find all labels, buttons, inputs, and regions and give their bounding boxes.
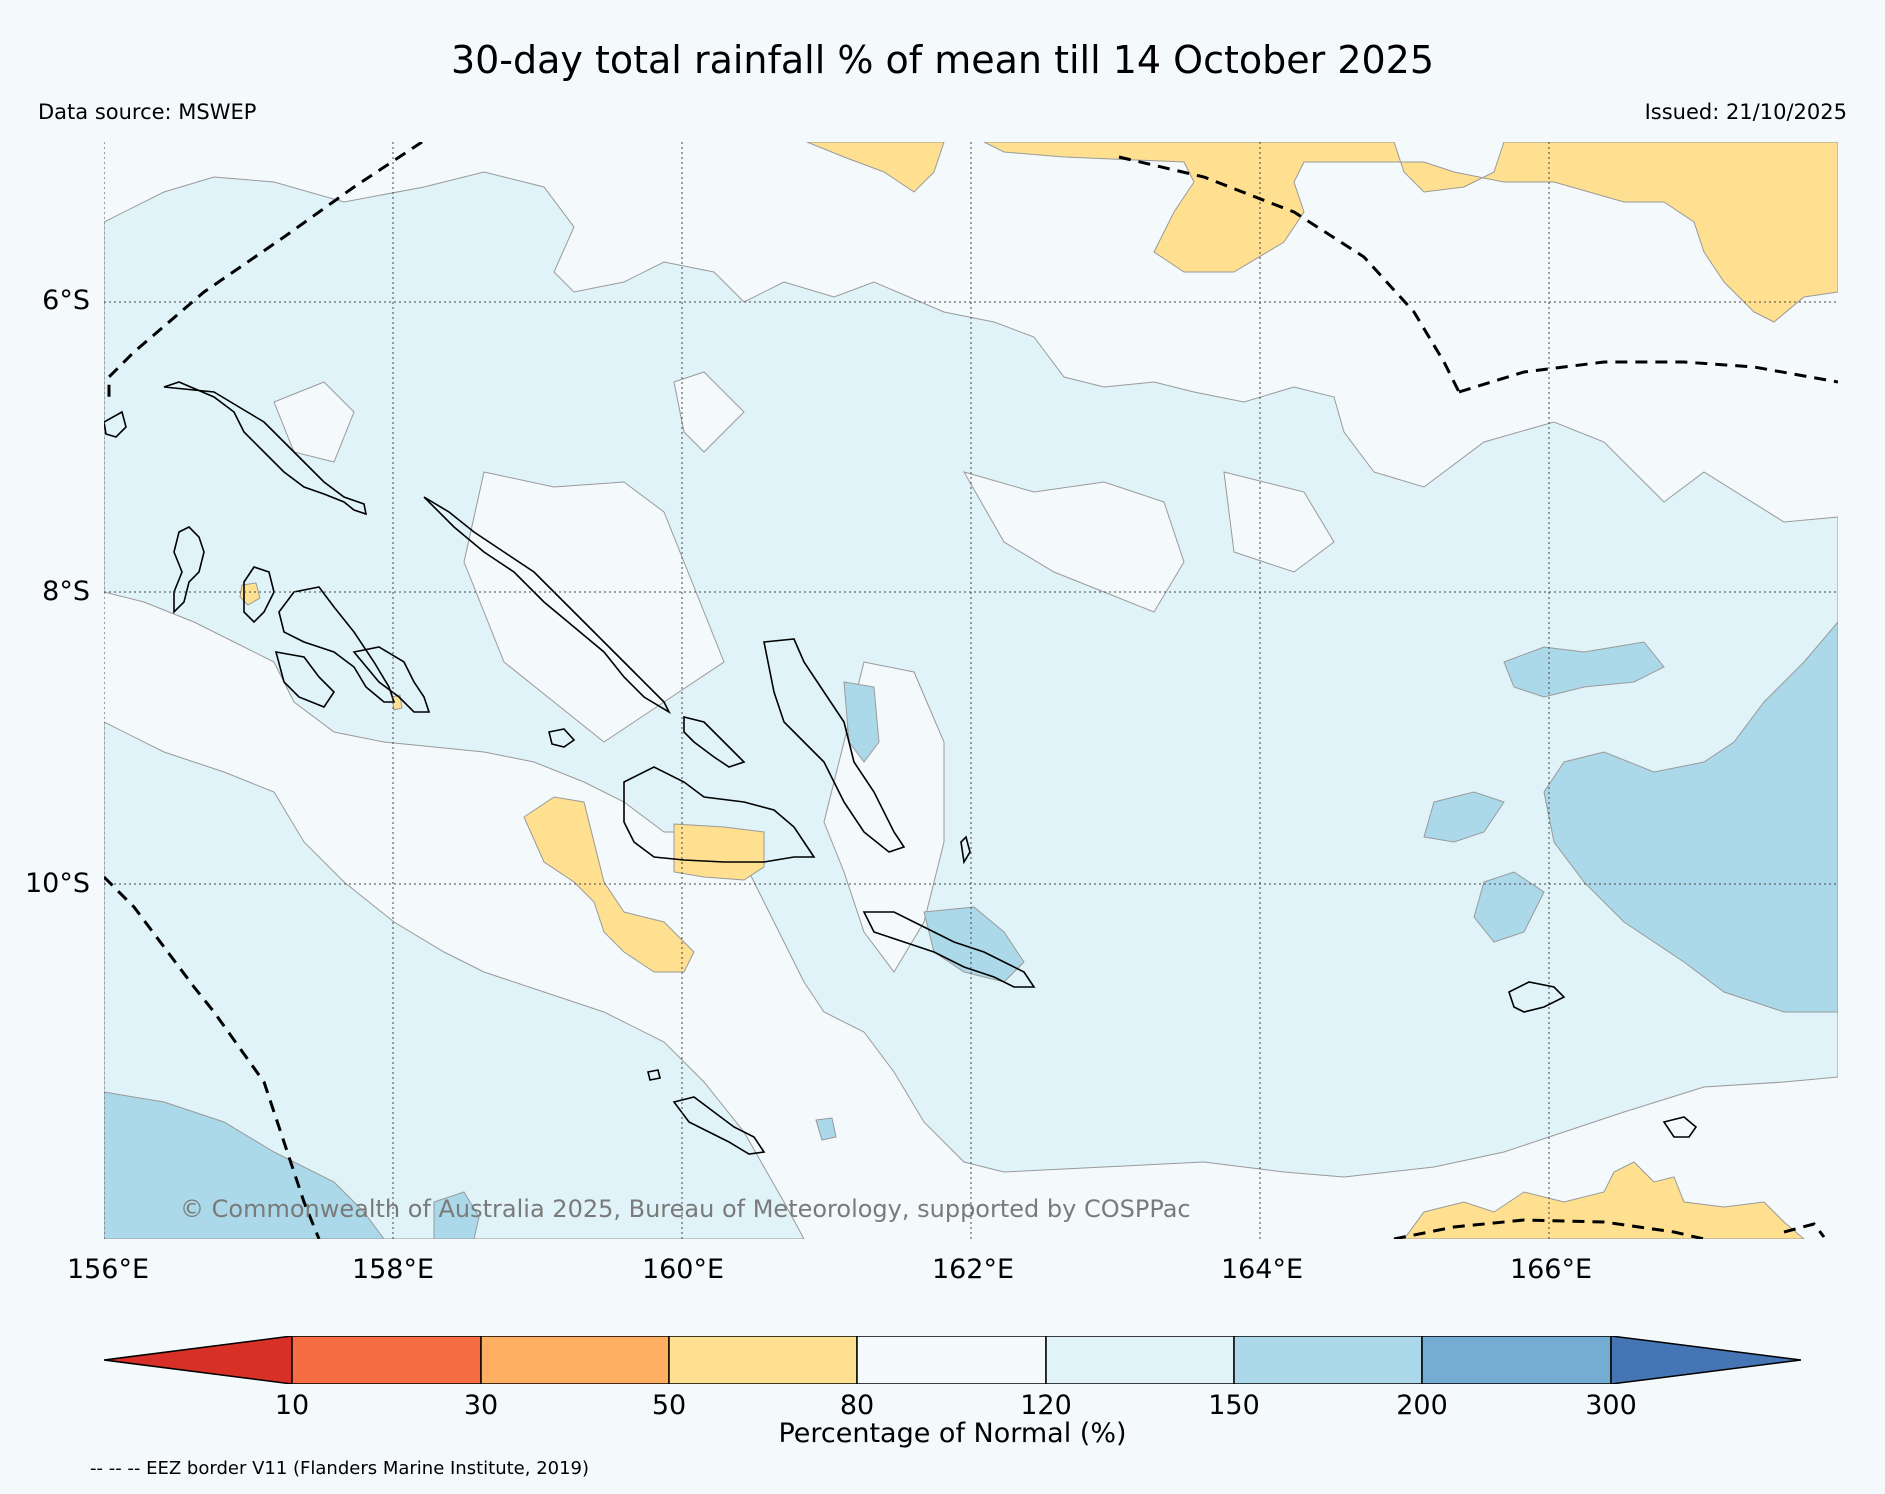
lat-label: 6°S (0, 285, 90, 316)
lon-label: 156°E (38, 1254, 178, 1285)
colorbar-tick: 120 (1001, 1390, 1091, 1421)
colorbar-segment (1611, 1336, 1801, 1384)
lon-label: 162°E (903, 1254, 1043, 1285)
colorbar-segment (1046, 1336, 1234, 1384)
lon-label: 166°E (1481, 1254, 1621, 1285)
colorbar-segment (481, 1336, 669, 1384)
colorbar-segment (292, 1336, 481, 1384)
colorbar-segment (1234, 1336, 1422, 1384)
lon-label: 158°E (323, 1254, 463, 1285)
lat-label: 10°S (0, 868, 90, 899)
issued-date-label: Issued: 21/10/2025 (1645, 100, 1847, 124)
map-title: 30-day total rainfall % of mean till 14 … (0, 38, 1885, 82)
colorbar-title: Percentage of Normal (%) (0, 1418, 1885, 1449)
region-50-80 (674, 824, 764, 880)
data-source-label: Data source: MSWEP (38, 100, 256, 124)
colorbar-segment (1422, 1336, 1611, 1384)
colorbar (104, 1336, 1801, 1384)
colorbar-segment (857, 1336, 1046, 1384)
colorbar-tick: 50 (624, 1390, 714, 1421)
eez-legend-note: -- -- -- EEZ border V11 (Flanders Marine… (90, 1458, 589, 1479)
colorbar-segment (104, 1336, 292, 1384)
lon-label: 160°E (613, 1254, 753, 1285)
rainfall-map (104, 142, 1838, 1239)
colorbar-tick: 150 (1189, 1390, 1279, 1421)
colorbar-tick: 30 (436, 1390, 526, 1421)
lon-label: 164°E (1192, 1254, 1332, 1285)
colorbar-tick: 300 (1566, 1390, 1656, 1421)
copyright-text: © Commonwealth of Australia 2025, Bureau… (180, 1195, 1191, 1223)
colorbar-tick: 80 (812, 1390, 902, 1421)
colorbar-tick: 200 (1377, 1390, 1467, 1421)
colorbar-segment (669, 1336, 857, 1384)
lat-label: 8°S (0, 576, 90, 607)
colorbar-tick: 10 (247, 1390, 337, 1421)
